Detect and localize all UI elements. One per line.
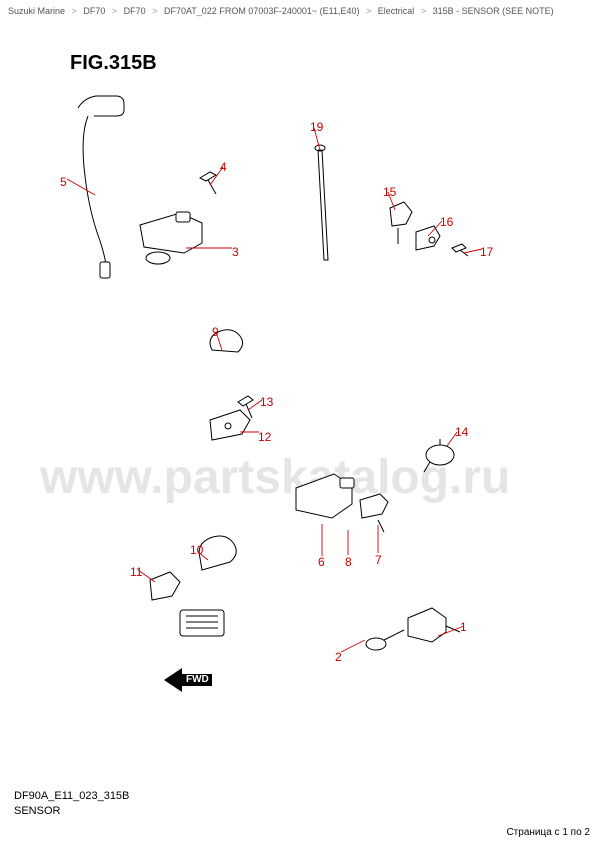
part-cable [78, 96, 124, 278]
figure-label: SENSOR [14, 804, 129, 818]
callout-11[interactable]: 11 [130, 565, 142, 579]
callout-14[interactable]: 14 [455, 425, 468, 439]
part-bolt-17 [452, 244, 468, 256]
callout-15[interactable]: 15 [383, 185, 396, 199]
callout-7[interactable]: 7 [375, 553, 382, 567]
callout-1[interactable]: 1 [460, 620, 467, 634]
part-bolt-4 [200, 172, 216, 194]
part-clamp-10 [199, 536, 236, 570]
part-clip-15 [390, 202, 412, 244]
part-map-sensor [140, 212, 202, 264]
callout-19[interactable]: 19 [310, 120, 323, 134]
callout-13[interactable]: 13 [260, 395, 273, 409]
part-clamp-11 [150, 572, 180, 600]
part-bracket-16 [416, 226, 440, 250]
page-indicator: Страница с 1 по 2 [506, 827, 590, 838]
callout-3[interactable]: 3 [232, 245, 239, 259]
parts-diagram [0, 0, 600, 848]
part-connector [180, 610, 224, 636]
figure-footer: DF90A_E11_023_315B SENSOR [14, 789, 129, 818]
part-rod [315, 145, 328, 260]
callout-9[interactable]: 9 [212, 325, 219, 339]
part-cam-sensor [296, 474, 388, 532]
part-temp-sensor [366, 608, 460, 650]
callout-16[interactable]: 16 [440, 215, 453, 229]
callout-8[interactable]: 8 [345, 555, 352, 569]
callout-10[interactable]: 10 [190, 543, 203, 557]
callout-17[interactable]: 17 [480, 245, 493, 259]
callout-12[interactable]: 12 [258, 430, 271, 444]
callout-5[interactable]: 5 [60, 175, 67, 189]
part-knock-sensor [424, 439, 454, 472]
fwd-label: FWD [186, 674, 209, 685]
callout-2[interactable]: 2 [335, 650, 342, 664]
figure-code: DF90A_E11_023_315B [14, 789, 129, 803]
callout-6[interactable]: 6 [318, 555, 325, 569]
part-bracket-12 [210, 410, 250, 440]
callout-4[interactable]: 4 [220, 160, 227, 174]
